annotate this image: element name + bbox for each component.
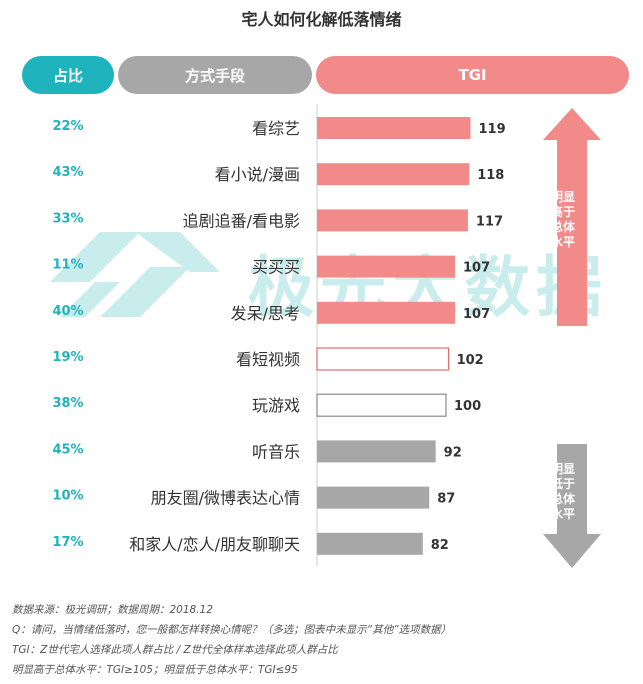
tgi-value-label: 119 <box>479 122 506 137</box>
arrow-down-label: 明显 低于 总体 水平 <box>549 462 577 522</box>
category-label: 朋友圈/微博表达心情 <box>151 489 300 508</box>
tgi-bar <box>317 532 423 555</box>
share-label: 43% <box>52 165 83 180</box>
footer-threshold-note: 明显高于总体水平：TGI≥105；明显低于总体水平：TGI≤95 <box>12 664 298 676</box>
header-tgi: TGI <box>316 56 629 94</box>
category-label: 买买买 <box>252 258 300 277</box>
category-label: 看综艺 <box>252 119 300 138</box>
tgi-bar <box>317 255 456 278</box>
category-label: 看小说/漫画 <box>215 165 300 184</box>
category-label: 追剧追番/看电影 <box>183 211 300 230</box>
share-label: 11% <box>52 258 83 273</box>
tgi-value-label: 100 <box>454 399 481 414</box>
share-label: 33% <box>52 211 83 226</box>
tgi-bar <box>317 440 436 463</box>
share-label: 19% <box>52 350 83 365</box>
header-share: 占比 <box>22 56 114 94</box>
tgi-bar <box>317 163 470 186</box>
arrow-down-label-line: 低于 <box>550 477 575 491</box>
arrow-up-label-line: 明显 <box>550 190 575 204</box>
share-label: 40% <box>52 304 83 319</box>
tgi-value-label: 117 <box>476 214 503 229</box>
arrow-up-label: 明显 高于 总体 水平 <box>549 190 577 250</box>
tgi-value-label: 87 <box>437 492 455 507</box>
tgi-bar <box>317 486 430 509</box>
category-label: 发呆/思考 <box>231 304 300 323</box>
arrow-up-icon <box>543 108 601 326</box>
tgi-value-label: 107 <box>463 261 490 276</box>
share-label: 22% <box>52 119 83 134</box>
tgi-bar <box>316 393 447 417</box>
arrow-up-label-line: 总体 <box>550 220 575 234</box>
arrow-down-label-line: 总体 <box>550 492 575 506</box>
arrow-up-label-line: 水平 <box>550 235 575 249</box>
tgi-bar <box>317 117 471 139</box>
category-label: 听音乐 <box>252 442 300 461</box>
footer-source: 数据来源：极光调研；数据周期：2018.12 <box>12 604 213 616</box>
arrow-up-label-line: 高于 <box>550 205 575 219</box>
tgi-bar-chart: 119 看综艺 22% 118 看小说/漫画 43% 117 追剧追番/看电影 33% 107 买买… <box>52 104 601 568</box>
chart-title: 宅人如何化解低落情绪 <box>241 10 402 29</box>
tgi-bar <box>316 347 450 371</box>
category-label: 看短视频 <box>236 350 300 369</box>
tgi-bar <box>317 301 456 324</box>
arrow-down-label-line: 水平 <box>550 507 575 521</box>
share-label: 38% <box>52 396 83 411</box>
tgi-value-label: 118 <box>477 168 504 183</box>
share-label: 10% <box>52 489 83 504</box>
arrow-down-label-line: 明显 <box>550 462 575 476</box>
tgi-value-label: 107 <box>463 307 490 322</box>
category-label: 和家人/恋人/朋友聊聊天 <box>129 535 300 554</box>
tgi-value-label: 92 <box>444 445 462 460</box>
tgi-bar <box>317 209 468 232</box>
arrow-down-icon <box>543 444 601 568</box>
footer-tgi-definition: TGI：Z世代宅人选择此项人群占比 / Z世代全体样本选择此项人群占比 <box>12 644 338 656</box>
footer-question: Q：请问，当情绪低落时，您一般都怎样转换心情呢？（多选；图表中未显示“其他”选项… <box>12 624 452 636</box>
header-method: 方式手段 <box>118 56 312 94</box>
category-label: 玩游戏 <box>252 396 300 415</box>
share-label: 17% <box>52 535 83 550</box>
share-label: 45% <box>52 442 83 457</box>
tgi-value-label: 102 <box>457 353 484 368</box>
tgi-value-label: 82 <box>431 538 449 553</box>
